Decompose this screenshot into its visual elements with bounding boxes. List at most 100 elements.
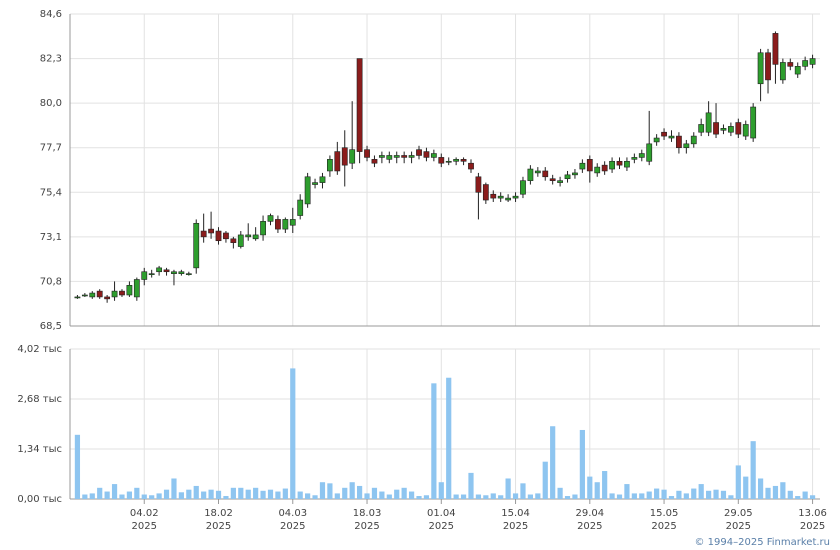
candle-body [683, 143, 690, 149]
volume-bar [171, 478, 177, 499]
volume-bar [579, 429, 585, 499]
volume-bar [631, 493, 637, 499]
candle-body [594, 166, 601, 174]
candle-body [341, 147, 348, 166]
volume-bar [423, 495, 430, 499]
volume-bar [305, 493, 311, 499]
x-tick-year: 2025 [429, 521, 454, 532]
x-tick-label: 29.05 [724, 508, 753, 519]
candle-body [742, 124, 749, 137]
x-tick-year: 2025 [651, 521, 676, 532]
volume-bar [238, 487, 244, 499]
volume-bar [201, 491, 207, 499]
volume-bar [319, 482, 326, 499]
volume-bar [349, 482, 355, 499]
candle-body [579, 162, 586, 170]
volume-bar [483, 495, 489, 499]
volume-bar [290, 368, 296, 499]
volume-bar [156, 493, 162, 499]
candle-body [453, 159, 460, 162]
x-tick-year: 2025 [132, 521, 157, 532]
candle-body [609, 160, 615, 170]
x-tick-year: 2025 [206, 521, 231, 532]
volume-bar [260, 490, 266, 499]
candle-body [705, 112, 712, 133]
volume-bar [334, 493, 340, 499]
x-tick-label: 15.05 [650, 508, 679, 519]
candle-body [416, 149, 422, 156]
volume-bar [178, 492, 184, 499]
candle-body [89, 292, 96, 298]
candle-body [282, 219, 289, 230]
candle-body [460, 159, 467, 162]
x-tick-label: 18.03 [353, 508, 382, 519]
candle-body [653, 137, 660, 143]
candle-body [438, 157, 445, 164]
candle-body [520, 180, 526, 195]
volume-bar [394, 489, 400, 499]
volume-bar [765, 487, 771, 499]
candle-body [505, 197, 512, 201]
volume-bar [126, 491, 133, 499]
volume-bar [119, 494, 125, 499]
volume-bar [691, 488, 697, 499]
volume-bar [453, 494, 459, 499]
volume-bar [475, 494, 482, 499]
candle-body [386, 155, 393, 160]
volume-bar [572, 494, 578, 499]
volume-bar [371, 487, 378, 499]
volume-bar [364, 493, 370, 499]
volume-bar [97, 487, 103, 499]
candle-body [193, 222, 200, 269]
volume-bar [609, 493, 615, 499]
y-tick-label: 4,02 тыс [17, 344, 62, 355]
volume-bar [498, 495, 504, 499]
candle-body [334, 151, 341, 172]
candle-body [156, 267, 163, 273]
x-tick-label: 29.04 [575, 508, 604, 519]
candle-body [81, 294, 88, 297]
x-tick-label: 04.02 [130, 508, 159, 519]
candle-body [757, 52, 764, 85]
candle-body [408, 155, 415, 158]
candle-body [223, 232, 229, 240]
candle-body [393, 155, 400, 158]
candle-body [230, 238, 237, 243]
candle-body [297, 199, 304, 216]
candle-body [267, 215, 274, 222]
volume-bar [602, 471, 608, 499]
volume-bar [460, 494, 467, 499]
candle-body [178, 271, 185, 274]
volume-bar [386, 494, 392, 499]
volume-bar [267, 489, 274, 499]
volume-bar [253, 487, 259, 499]
candle-body [327, 159, 333, 172]
volume-bar [505, 478, 511, 499]
candle-body [765, 52, 771, 81]
volume-bar [275, 491, 281, 499]
candle-body [631, 157, 638, 160]
candle-body [735, 122, 742, 135]
candle-body [794, 66, 801, 75]
volume-bar [728, 495, 734, 499]
volume-bar [193, 485, 199, 499]
volume-bar [706, 490, 712, 499]
candle-body [720, 128, 727, 131]
volume-bar [282, 488, 288, 499]
volume-bar [416, 496, 422, 499]
volume-bar [186, 489, 192, 499]
candle-body [401, 155, 408, 158]
candle-body [185, 273, 192, 275]
y-tick-label: 77,7 [40, 143, 62, 154]
volume-bar [468, 472, 474, 499]
candle-body [349, 149, 356, 164]
x-tick-label: 01.04 [427, 508, 456, 519]
candle-body [171, 271, 177, 274]
volume-bar [149, 495, 155, 499]
x-tick-label: 04.03 [278, 508, 307, 519]
volume-bar [654, 488, 660, 499]
candle-body [616, 160, 623, 166]
candle-body [96, 290, 103, 298]
candle-body [104, 296, 111, 300]
volume-bar [408, 491, 415, 499]
